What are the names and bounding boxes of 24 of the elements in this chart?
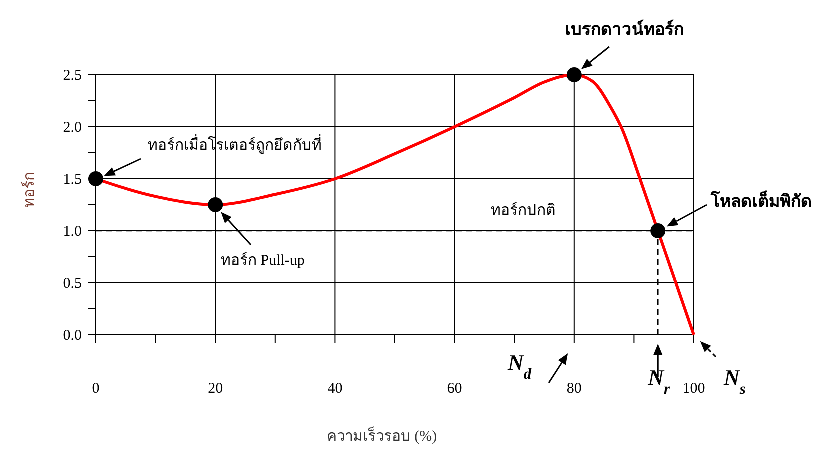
y-tick-label: 0.5 — [63, 276, 82, 292]
y-tick-label: 0.0 — [63, 328, 82, 344]
annotation: ทอร์ก Pull-up — [221, 252, 305, 269]
ref-line-label: ทอร์กปกติ — [491, 202, 556, 219]
x-tick-label: 80 — [566, 381, 582, 397]
x-axis-title: ความเร็วรอบ (%) — [326, 426, 438, 445]
x-tick-label: 40 — [328, 381, 343, 397]
annotation: เบรกดาวน์ทอร์ก — [564, 19, 684, 39]
y-tick-label: 1.5 — [63, 172, 82, 188]
y-axis-title: ทอร์ก — [21, 172, 38, 208]
point — [650, 224, 666, 238]
text: N$_{d}$ — [507, 350, 532, 382]
y-tick-label: 1.0 — [63, 224, 82, 240]
point — [566, 68, 582, 82]
x-tick-label: 0 — [92, 381, 100, 397]
annotation: N$_{s}$ — [723, 365, 746, 398]
x-tick-label: 20 — [208, 381, 224, 397]
annotation: N$_{r}$ — [647, 365, 672, 398]
y-tick-label: 2.5 — [63, 68, 82, 84]
x-tick-label: 60 — [447, 381, 462, 397]
y-tick-label: 2.0 — [63, 120, 82, 136]
x-tick-label: 100 — [682, 381, 706, 397]
point — [208, 198, 224, 212]
text: โหลดเต็มพิกัด — [710, 189, 812, 211]
